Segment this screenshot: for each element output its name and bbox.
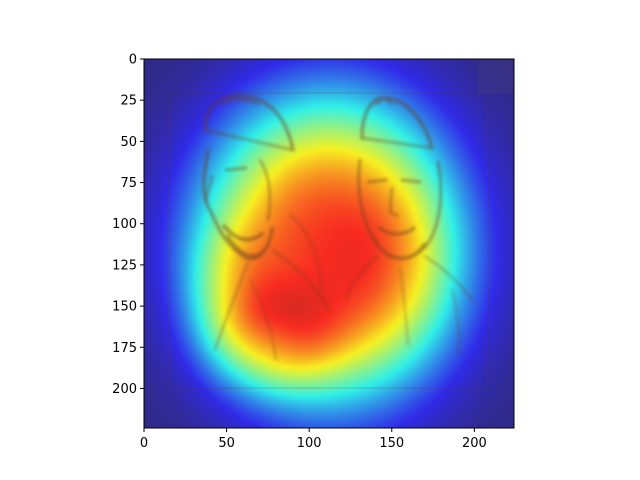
y-tick-label: 200 [112,382,137,397]
y-tick-label: 25 [120,94,137,109]
heatmap-image [144,59,514,428]
y-tick-label: 175 [112,341,137,356]
x-tick-label: 0 [140,436,148,451]
y-tick-label: 50 [120,135,137,150]
x-tick-label: 150 [379,436,404,451]
x-tick-label: 50 [218,436,235,451]
right-figure-sketch [345,96,473,356]
sketch-overlay [167,59,514,389]
y-tick-label: 0 [129,53,137,68]
x-tick-label: 200 [462,436,487,451]
y-tick-label: 75 [120,176,137,191]
axes-frame [143,58,515,429]
y-tick-label: 125 [112,258,137,273]
x-axis: 0 50 100 150 200 [140,428,487,451]
y-tick-label: 100 [112,217,137,232]
x-tick-label: 100 [297,436,322,451]
y-tick-label: 150 [112,300,137,315]
sketch-frame [167,92,489,389]
y-axis: 0 25 50 75 100 125 150 175 200 [112,53,144,397]
plot-area [144,59,514,428]
left-figure-sketch [202,94,331,361]
sketch-dark-corner [478,59,514,94]
